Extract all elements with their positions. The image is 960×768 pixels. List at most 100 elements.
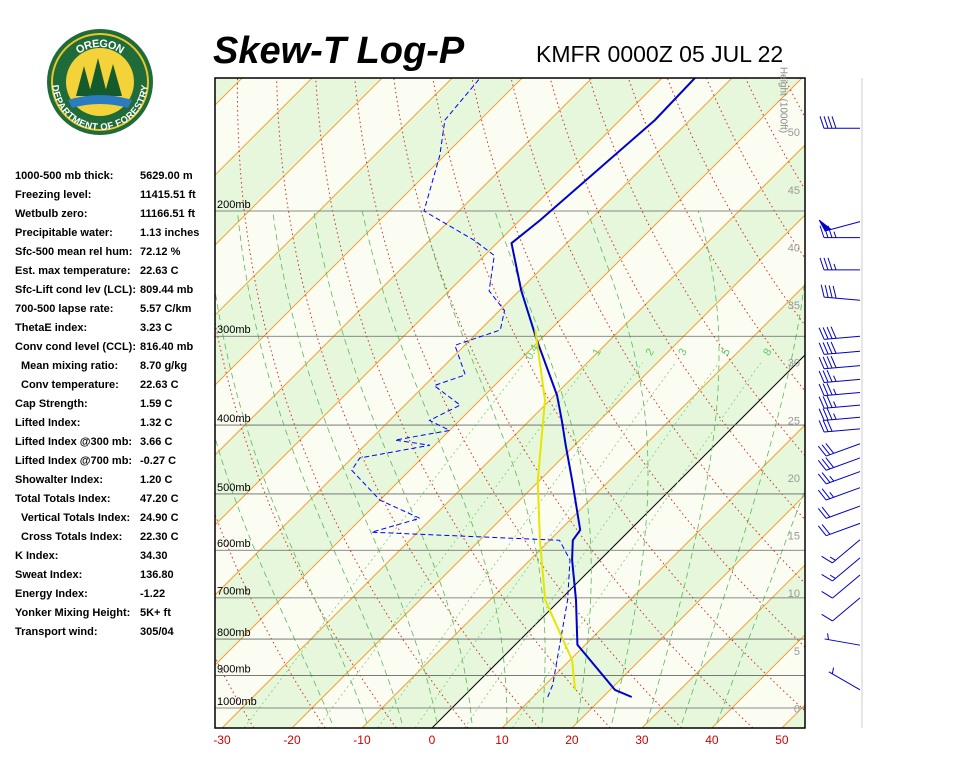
y2-tick-label: 30 [788,358,800,370]
dry-adiabat [902,78,960,728]
dry-adiabat [432,78,805,712]
barb-shape [821,557,861,582]
stat-value: 5629.00 m [140,170,193,182]
isotherm [215,78,733,596]
wind-barb [820,284,861,301]
barb-shape [818,326,861,340]
mixing-ratio-label: 8 [761,347,774,358]
logo-rim [51,33,149,131]
wind-barb [818,383,861,397]
dry-adiabat [276,78,540,728]
wind-barb [828,667,861,691]
wind-barb [818,419,861,433]
y2-tick-label: 45 [788,185,800,197]
barb-shape [820,284,861,301]
stat-label: Wetbulb zero: [15,208,88,220]
y-tick-label: 1000mb [217,696,257,708]
moist-adiabat [272,210,438,724]
y-tick-label: 700mb [217,586,251,598]
barb-shape [818,341,861,355]
wind-barb [818,395,861,409]
stat-label: Sfc-Lift cond lev (LCL): [15,284,136,296]
mixing-ratio-line [243,362,525,728]
wind-barb [818,341,861,355]
stat-value: 34.30 [140,550,168,562]
mixing-ratio-line [317,362,590,728]
y2-tick-label: 10 [788,588,800,600]
profile-line [510,78,696,698]
y2-tick-label: 5 [794,646,800,658]
stat-label: Lifted Index @300 mb: [15,436,132,448]
stat-value: 1.20 C [140,474,172,486]
isotherm [215,78,593,456]
stat-value: 1.59 C [140,398,172,410]
barb-shape [818,395,861,409]
y-tick-label: 200mb [217,199,251,211]
stat-label: Conv temperature: [21,379,119,391]
stat-value: 47.20 C [140,493,179,505]
y-tick-label: 400mb [217,413,251,425]
wind-barb [818,407,861,421]
wind-barb [817,487,861,501]
dry-adiabat [824,78,960,728]
stat-label: K Index: [15,550,58,562]
wind-barb [821,574,861,599]
stat-value: 136.80 [140,569,174,581]
y2-tick-label: 25 [788,415,800,427]
wind-barb [817,443,861,457]
isotherm [571,494,805,728]
isotherm [361,284,805,728]
isotherm [215,78,383,246]
y-tick-label: 600mb [217,538,251,550]
stat-label: Transport wind: [15,626,98,638]
mixing-ratio-line [464,362,720,728]
wind-barb [819,225,860,239]
y-tick-label: 300mb [217,324,251,336]
moist-adiabat [215,436,333,724]
stat-label: Sweat Index: [15,569,82,581]
barb-shape [818,383,861,397]
stat-value: 816.40 mb [140,341,193,353]
moist-adiabat [716,488,805,724]
barb-shape [817,487,861,501]
x-tick-label: 0 [429,733,436,747]
y2-tick-label: 0 [794,703,800,715]
moist-adiabat [646,210,720,724]
barb-shape [818,355,861,370]
stat-value: 22.30 C [140,531,179,543]
stat-value: 11166.51 ft [140,208,195,220]
barb-shape [819,225,860,239]
logo-top: OREGON [74,38,126,57]
barb-shape [821,539,861,564]
y2-tick-label: 50 [788,127,800,139]
x-tick-label: 10 [495,733,509,747]
stat-value: 3.66 C [140,436,172,448]
logo: OREGON DEPARTMENT OF FORESTRY [47,29,153,135]
y-tick-label: 500mb [217,482,251,494]
barb-shape [817,505,861,519]
stat-value: 5.57 C/km [140,303,192,315]
wind-barb [818,219,861,232]
wind-barb [819,257,860,271]
isotherm-band [781,704,805,728]
isotherm [852,78,960,728]
dry-adiabat [354,78,682,728]
mixing-ratio-line [377,362,643,728]
isotherm [215,78,523,386]
y2-tick-label: 40 [788,242,800,254]
profile-line [351,78,571,698]
stat-label: Est. max temperature: [15,265,131,277]
barb-shape [817,471,861,485]
stat-label: Mean mixing ratio: [21,360,118,372]
stat-label: Lifted Index: [15,417,80,429]
barb-shape [817,457,861,471]
chart-subtitle: KMFR 0000Z 05 JUL 22 [536,41,783,67]
barb-shape [817,443,861,457]
y-tick-label: 900mb [217,663,251,675]
stat-value: 11415.51 ft [140,189,196,201]
moist-adiabat [681,275,805,724]
barb-shape [817,522,861,537]
barb-shape [821,597,861,622]
stat-value: 8.70 g/kg [140,360,187,372]
